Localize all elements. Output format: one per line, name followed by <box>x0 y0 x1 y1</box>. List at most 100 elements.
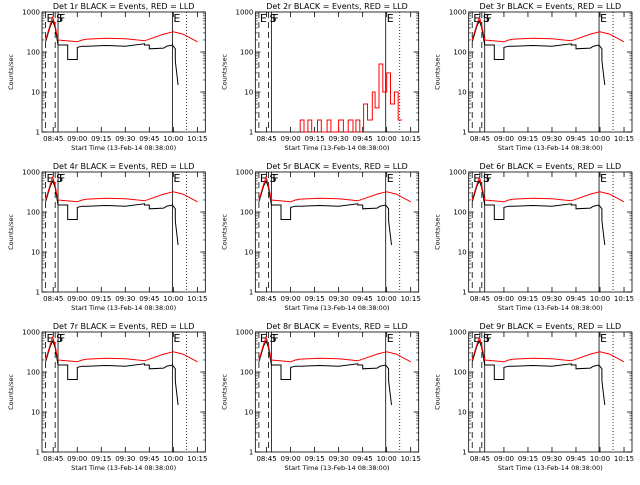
x-tick-label: 09:45 <box>139 455 159 463</box>
x-tick-label: 09:00 <box>67 455 87 463</box>
marker-label-s: S <box>269 12 276 25</box>
panel-9: Det 9r BLACK = Events, RED = LLD 1 10 100 10… <box>434 322 634 472</box>
x-tick-label: 10:00 <box>377 295 397 303</box>
marker-label-e: E <box>173 332 180 345</box>
y-tick-label: 1000 <box>236 169 254 177</box>
x-tick-label: 09:00 <box>494 295 514 303</box>
marker-label-f: F <box>59 172 65 185</box>
marker-label-e: E <box>473 172 480 185</box>
y-tick-label: 10 <box>31 89 40 97</box>
panel-title: Det 4r BLACK = Events, RED = LLD <box>53 162 195 171</box>
x-tick-label: 09:00 <box>67 295 87 303</box>
x-tick-label: 09:30 <box>115 295 135 303</box>
marker-label-e: E <box>260 172 267 185</box>
marker-label-e: E <box>260 12 267 25</box>
x-tick-label: 09:15 <box>91 295 111 303</box>
x-tick-label: 09:15 <box>518 455 538 463</box>
x-axis-label: Start Time (13-Feb-14 08:38:00) <box>498 304 603 312</box>
marker-label-e: E <box>173 12 180 25</box>
y-tick-label: 10 <box>458 409 467 417</box>
panel-title: Det 6r BLACK = Events, RED = LLD <box>480 162 622 171</box>
x-tick-label: 10:15 <box>614 135 634 143</box>
x-tick-label: 10:00 <box>590 135 610 143</box>
x-tick-label: 08:45 <box>43 135 63 143</box>
y-axis-label: Counts/sec <box>7 214 15 250</box>
marker-label-e: E <box>47 12 54 25</box>
marker-label-s: S <box>483 12 490 25</box>
y-axis-label: Counts/sec <box>434 214 442 250</box>
y-tick-label: 1000 <box>449 169 467 177</box>
x-tick-label: 10:15 <box>187 135 207 143</box>
marker-label-e: E <box>473 332 480 345</box>
y-tick-label: 10 <box>244 409 253 417</box>
marker-label-e: E <box>600 332 607 345</box>
marker-label-e: E <box>387 172 394 185</box>
series-events-line <box>471 19 606 86</box>
marker-label-e: E <box>47 172 54 185</box>
y-tick-label: 100 <box>240 209 253 217</box>
panel-3: Det 3r BLACK = Events, RED = LLD 1 10 100 10… <box>434 2 634 152</box>
x-tick-label: 09:45 <box>139 135 159 143</box>
panel-7: Det 7r BLACK = Events, RED = LLD 1 10 100 10… <box>7 322 207 472</box>
x-tick-label: 09:15 <box>305 455 325 463</box>
plot-frame <box>41 331 206 453</box>
x-tick-label: 10:15 <box>401 455 421 463</box>
x-tick-label: 09:45 <box>139 295 159 303</box>
marker-label-s: S <box>56 172 63 185</box>
x-tick-label: 09:00 <box>494 455 514 463</box>
x-axis-label: Start Time (13-Feb-14 08:38:00) <box>285 464 390 472</box>
y-tick-label: 1 <box>36 449 40 457</box>
plot-frame <box>468 331 633 453</box>
x-tick-label: 09:15 <box>305 295 325 303</box>
x-tick-label: 10:00 <box>377 135 397 143</box>
y-axis-label: Counts/sec <box>220 374 228 410</box>
y-tick-label: 10 <box>458 89 467 97</box>
marker-label-e: E <box>600 172 607 185</box>
plot-frame <box>41 11 206 133</box>
series-events-line <box>45 339 179 406</box>
panel-4: Det 4r BLACK = Events, RED = LLD 1 10 100 10… <box>7 162 207 312</box>
x-tick-label: 09:30 <box>542 135 562 143</box>
panel-title: Det 7r BLACK = Events, RED = LLD <box>53 322 195 331</box>
series-lld-line <box>258 335 411 363</box>
x-tick-label: 08:45 <box>470 135 490 143</box>
x-axis-label: Start Time (13-Feb-14 08:38:00) <box>71 304 176 312</box>
x-tick-label: 10:15 <box>401 295 421 303</box>
y-tick-label: 10 <box>458 249 467 257</box>
panel-8: Det 8r BLACK = Events, RED = LLD 1 10 100 10… <box>220 322 420 472</box>
y-tick-label: 10 <box>31 409 40 417</box>
x-axis-label: Start Time (13-Feb-14 08:38:00) <box>498 464 603 472</box>
series-events-line <box>45 19 179 86</box>
x-tick-label: 09:30 <box>329 295 349 303</box>
y-tick-label: 1 <box>249 129 253 137</box>
x-tick-label: 10:15 <box>187 295 207 303</box>
x-tick-label: 09:00 <box>67 135 87 143</box>
y-tick-label: 1000 <box>449 9 467 17</box>
y-tick-label: 10 <box>244 249 253 257</box>
x-tick-label: 08:45 <box>256 455 276 463</box>
series-events-line <box>471 339 606 406</box>
y-tick-label: 100 <box>453 49 466 57</box>
y-tick-label: 1 <box>36 129 40 137</box>
x-axis-label: Start Time (13-Feb-14 08:38:00) <box>285 304 390 312</box>
marker-label-e: E <box>387 12 394 25</box>
y-axis-label: Counts/sec <box>220 214 228 250</box>
x-tick-label: 09:15 <box>305 135 325 143</box>
plot-frame <box>468 11 633 133</box>
plot-frame <box>254 331 420 453</box>
panel-title: Det 3r BLACK = Events, RED = LLD <box>480 2 622 11</box>
x-tick-label: 10:15 <box>614 295 634 303</box>
x-tick-label: 08:45 <box>43 295 63 303</box>
panel-title: Det 2r BLACK = Events, RED = LLD <box>266 2 408 11</box>
marker-label-f: F <box>59 12 65 25</box>
x-tick-label: 08:45 <box>43 455 63 463</box>
x-tick-label: 10:00 <box>163 455 183 463</box>
y-tick-label: 1 <box>249 289 253 297</box>
x-tick-label: 09:30 <box>542 455 562 463</box>
plot-frame <box>41 171 206 293</box>
y-tick-label: 100 <box>27 49 40 57</box>
x-tick-label: 08:45 <box>470 295 490 303</box>
x-tick-label: 09:45 <box>353 135 373 143</box>
y-tick-label: 1000 <box>22 169 40 177</box>
